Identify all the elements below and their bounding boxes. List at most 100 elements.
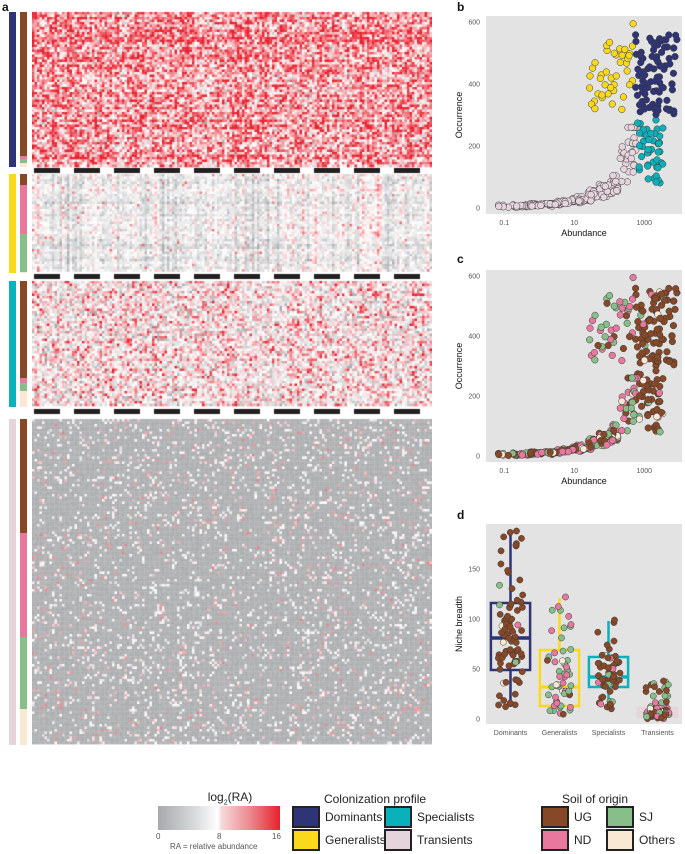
data-point bbox=[626, 302, 634, 311]
data-point bbox=[655, 389, 663, 397]
heat-legend-tick-8: 8 bbox=[217, 832, 222, 841]
data-point bbox=[546, 448, 554, 456]
soil-bar-nd bbox=[20, 378, 27, 384]
data-point bbox=[652, 55, 660, 63]
data-point bbox=[644, 162, 652, 170]
data-point bbox=[662, 711, 669, 719]
data-point bbox=[660, 36, 668, 44]
data-point bbox=[528, 202, 536, 210]
panel-label-b: b bbox=[457, 0, 465, 14]
data-point bbox=[604, 654, 612, 662]
data-point bbox=[514, 621, 522, 629]
soil-legend-title: Soil of origin bbox=[561, 792, 629, 806]
data-point bbox=[610, 426, 618, 435]
data-point bbox=[638, 349, 646, 357]
data-point bbox=[658, 83, 666, 91]
data-point bbox=[619, 344, 627, 353]
data-point bbox=[640, 356, 649, 364]
data-point bbox=[538, 448, 546, 457]
soil-legend-label: ND bbox=[574, 833, 592, 847]
soil-bar-nd bbox=[20, 184, 27, 235]
data-point bbox=[627, 123, 635, 131]
data-point bbox=[616, 669, 624, 677]
profile-legend-label: Generalists bbox=[325, 833, 386, 847]
data-point bbox=[609, 436, 617, 444]
data-point bbox=[512, 658, 519, 666]
y-tick-label: 600 bbox=[468, 274, 480, 281]
data-point bbox=[551, 658, 559, 666]
data-point bbox=[518, 627, 525, 634]
x-tick-label: Specialists bbox=[592, 730, 626, 737]
x-tick-label: 10 bbox=[570, 220, 578, 227]
data-point bbox=[610, 637, 618, 645]
soil-legend-label: Others bbox=[639, 833, 676, 847]
data-point bbox=[598, 651, 606, 659]
data-point bbox=[587, 191, 595, 199]
data-point bbox=[652, 338, 660, 347]
data-point bbox=[668, 80, 676, 88]
profile-legend-label: Dominants bbox=[325, 810, 383, 824]
soil-legend-item-others: Others bbox=[606, 829, 675, 851]
data-point bbox=[575, 197, 583, 205]
data-point bbox=[641, 331, 649, 339]
data-point bbox=[606, 688, 614, 695]
data-point bbox=[586, 72, 594, 80]
data-point bbox=[610, 302, 618, 310]
data-point bbox=[502, 678, 510, 686]
data-point bbox=[654, 148, 662, 156]
data-point bbox=[669, 322, 677, 330]
data-point bbox=[545, 691, 552, 699]
data-point bbox=[552, 693, 559, 701]
data-point bbox=[603, 441, 611, 449]
data-point bbox=[629, 168, 637, 176]
data-point bbox=[497, 547, 505, 555]
data-point bbox=[651, 683, 658, 691]
data-point bbox=[558, 448, 567, 456]
data-point bbox=[563, 663, 570, 671]
y-axis-title: Niche breadth bbox=[454, 596, 464, 652]
y-tick-label: 400 bbox=[468, 82, 480, 89]
heat-legend-title-main: log bbox=[207, 790, 224, 804]
data-point bbox=[559, 710, 567, 718]
profile-bar-specialists bbox=[9, 281, 16, 407]
data-point bbox=[656, 428, 664, 436]
data-point bbox=[563, 671, 571, 679]
data-point bbox=[618, 397, 626, 405]
data-point bbox=[561, 200, 569, 208]
data-point bbox=[618, 357, 626, 365]
data-point bbox=[613, 187, 621, 195]
x-tick-label: 10 bbox=[570, 468, 578, 475]
data-point bbox=[636, 392, 644, 400]
data-point bbox=[554, 603, 562, 610]
data-point bbox=[586, 324, 594, 332]
data-point bbox=[606, 292, 614, 300]
data-point bbox=[591, 105, 599, 113]
data-point bbox=[591, 356, 599, 364]
data-point bbox=[628, 148, 636, 157]
data-point bbox=[618, 105, 626, 113]
soil-bar-sj bbox=[20, 637, 27, 710]
data-point bbox=[652, 178, 660, 186]
data-point bbox=[527, 449, 535, 457]
data-point bbox=[518, 668, 526, 676]
data-point bbox=[553, 699, 561, 707]
data-point bbox=[638, 402, 646, 410]
soil-bar-nd bbox=[20, 533, 27, 638]
data-point bbox=[653, 325, 661, 333]
data-point bbox=[560, 624, 568, 632]
data-point bbox=[644, 424, 652, 432]
profile-legend-label: Specialists bbox=[417, 810, 475, 824]
data-point bbox=[604, 664, 612, 672]
heat-legend-tick-0: 0 bbox=[156, 832, 161, 841]
soil-bar-sj bbox=[20, 383, 27, 391]
x-tick-label: 0.1 bbox=[499, 468, 509, 475]
soil-legend-item-nd: ND bbox=[541, 829, 591, 851]
data-point bbox=[652, 367, 660, 375]
data-point bbox=[598, 91, 606, 99]
data-point bbox=[612, 324, 620, 332]
data-point bbox=[646, 316, 654, 324]
profile-legend-label: Transients bbox=[417, 833, 473, 847]
data-point bbox=[647, 330, 655, 338]
data-point bbox=[639, 307, 647, 315]
data-point bbox=[660, 65, 668, 73]
